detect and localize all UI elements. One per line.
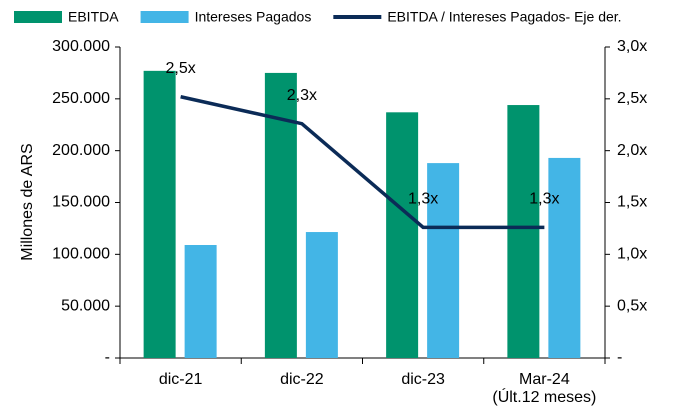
bar: [427, 163, 460, 358]
y2-tick-label: 1,0x: [617, 246, 647, 263]
x-tick-label: Mar-24 (Últ.12 meses): [492, 371, 597, 406]
bar: [386, 112, 419, 358]
y-tick-label: 250.000: [52, 90, 110, 107]
y2-tick-label: 3,0x: [617, 38, 647, 55]
x-tick-label: dic-23: [401, 371, 445, 388]
legend-label: EBITDA / Intereses Pagados- Eje der.: [387, 9, 621, 25]
legend-swatch: [140, 11, 189, 23]
bar: [143, 70, 176, 359]
legend-label: EBITDA: [68, 9, 119, 25]
data-label: 2,5x: [166, 60, 196, 77]
data-label: 1,3x: [529, 191, 559, 208]
y-tick-label: 100.000: [52, 246, 110, 263]
data-label: 2,3x: [287, 87, 317, 104]
y-tick-label: 200.000: [52, 142, 110, 159]
y-tick-label: -: [105, 349, 110, 366]
bar: [184, 245, 217, 358]
legend-swatch: [14, 11, 62, 23]
y-tick-label: 300.000: [52, 38, 110, 55]
ratio-line: [180, 95, 545, 230]
bar: [305, 232, 338, 358]
data-label: 1,3x: [408, 191, 438, 208]
x-tick-label: dic-21: [158, 371, 203, 388]
y-tick-label: 50.000: [61, 297, 110, 314]
bar: [507, 105, 540, 358]
bar: [548, 157, 581, 358]
y2-tick-label: -: [617, 349, 622, 366]
y2-tick-label: 1,5x: [617, 194, 647, 211]
y-axis-label: Millones de ARS: [19, 143, 36, 260]
legend-label: Intereses Pagados: [195, 9, 312, 25]
y2-tick-label: 2,5x: [617, 90, 647, 107]
y2-tick-label: 2,0x: [617, 142, 647, 159]
x-tick-label: dic-22: [280, 371, 324, 388]
y-tick-label: 150.000: [52, 194, 110, 211]
y2-tick-label: 0,5x: [617, 297, 647, 314]
